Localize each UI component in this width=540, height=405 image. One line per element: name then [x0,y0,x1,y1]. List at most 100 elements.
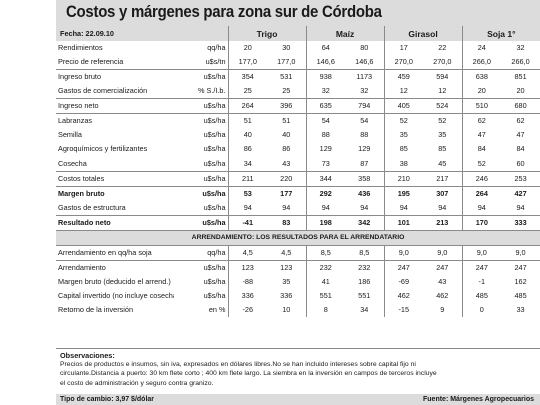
section-header-row: ARRENDAMIENTO: LOS RESULTADOS PARA EL AR… [56,229,540,246]
table-row: Margen bruto u$s/ha 53 177 292 436 195 307 264 42… [56,185,540,201]
value-cell: 9 [440,305,445,315]
value-cell: 307 [423,185,463,201]
value-cell: 177,0 [277,57,296,67]
value-cell: 198 [305,214,346,231]
date-label: Fecha: 22.09.10 [56,26,229,41]
row-unit: u$s/ha [203,202,226,212]
row-unit: qq/ha [207,247,226,257]
value-cell: 195 [383,185,424,201]
value-cell: 794 [345,98,385,114]
value-cell: 485 [514,290,527,300]
table-row: Agroquímicos y fertilizantes u$s/ha 86 86 12… [56,142,540,157]
table-header-row: Fecha: 22.09.10 Trigo Maíz Girasol Soja … [56,26,540,41]
crop-header-trigo: Trigo [227,26,307,41]
value-cell: 638 [461,69,502,85]
value-cell: 524 [423,98,463,114]
value-cell: 24 [461,41,502,56]
crop-header-maiz: Maíz [305,26,385,41]
table-row: Precio de referencia u$s/tn 177,0 177,0 146,… [56,55,540,70]
value-cell: 84 [461,142,502,157]
value-cell: -26 [227,302,268,318]
value-cell: 211 [227,170,268,187]
value-cell: 35 [383,128,424,143]
value-cell: 247 [423,259,463,275]
value-cell: 354 [227,69,268,85]
value-cell: 10 [282,305,291,315]
value-cell: 47 [516,130,525,140]
value-cell: 86 [282,144,291,154]
value-cell: 264 [227,98,268,114]
row-label: Margen bruto (deducido el arrend.) [58,276,171,286]
value-cell: 220 [267,170,307,187]
value-cell: 73 [305,156,346,172]
value-cell: 635 [305,98,346,114]
value-cell: 64 [305,41,346,56]
value-cell: 247 [383,259,424,275]
value-cell: 210 [383,170,424,187]
value-cell: 186 [358,276,371,286]
value-cell: 87 [360,158,369,168]
value-cell: 9,0 [437,247,448,257]
value-cell: 60 [516,158,525,168]
value-cell: 396 [267,98,307,114]
section-row-group: ARRENDAMIENTO: LOS RESULTADOS PARA EL AR… [56,229,540,246]
value-cell: 531 [267,69,307,85]
value-cell: 8 [305,302,346,318]
value-cell: 40 [282,130,291,140]
crop-header-soja: Soja 1° [461,26,540,41]
value-cell: 405 [383,98,424,114]
row-label: Labranzas [56,113,174,129]
table-body-bottom: Arrendamiento en qq/ha soja qq/ha 4,5 4,5 8,… [56,245,540,318]
table-row: Semilla u$s/ha 40 40 88 88 35 35 47 47 [56,128,540,143]
value-cell: 32 [305,84,346,99]
value-cell: -15 [383,302,424,318]
value-cell: 253 [501,170,540,187]
value-cell: 129 [358,144,371,154]
value-cell: 52 [423,113,463,129]
row-label: Margen bruto [56,185,174,201]
row-unit: u$s/ha [174,259,229,275]
row-label: Cosecha [58,158,87,168]
value-cell: 9,0 [383,245,424,261]
value-cell: -41 [227,214,268,231]
value-cell: 52 [383,113,424,129]
row-label: Capital invertido (no incluye cosecha) [58,290,174,300]
row-unit: u$s/ha [203,276,226,286]
value-cell: 170 [461,214,502,231]
row-unit: u$s/tn [205,57,226,67]
value-cell: 33 [516,305,525,315]
value-cell: 51 [227,113,268,129]
value-cell: 344 [305,170,346,187]
value-cell: 35 [438,130,447,140]
table-row: Cosecha u$s/ha 34 43 73 87 38 45 52 60 [56,156,540,172]
value-cell: 94 [383,200,424,216]
value-cell: 594 [423,69,463,85]
value-cell: 54 [305,113,346,129]
value-cell: 34 [227,156,268,172]
value-cell: 177,0 [227,55,268,70]
value-cell: 358 [345,170,385,187]
value-cell: -1 [461,274,502,289]
value-cell: 17 [383,41,424,56]
table-body-top: Fecha: 22.09.10 Trigo Maíz Girasol Soja … [56,26,540,231]
value-cell: 551 [305,288,346,303]
table-row: Retorno de la inversión en % -26 10 8 34 -15 9 0… [56,302,540,318]
value-cell: 80 [360,43,369,53]
costs-table-sheet: Fecha: 22.09.10 Trigo Maíz Girasol Soja … [56,26,540,405]
table-row: Arrendamiento u$s/ha 123 123 232 232 247 247 247… [56,259,540,275]
value-cell: 86 [227,142,268,157]
exchange-rate: Tipo de cambio: 3,97 $/dólar [60,396,155,403]
title-bar: Costos y márgenes para zona sur de Córdo… [56,0,540,26]
value-cell: 213 [423,214,463,231]
observations-box: Observaciones: Precios de productos e in… [56,348,540,396]
value-cell: 54 [345,113,385,129]
value-cell: 84 [516,144,525,154]
value-cell: 83 [267,214,307,231]
value-cell: 34 [360,305,369,315]
value-cell: 266,0 [461,55,502,70]
value-cell: 123 [227,259,268,275]
table-row: Costos totales u$s/ha 211 220 344 358 210 217 24… [56,170,540,187]
row-unit: en % [208,305,226,315]
value-cell: 62 [501,113,540,129]
table-row: Capital invertido (no incluye cosecha) u$… [56,288,540,303]
